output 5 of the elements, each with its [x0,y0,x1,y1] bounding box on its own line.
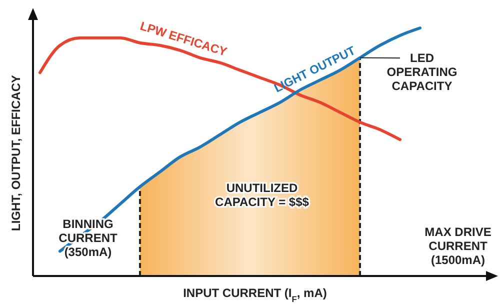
annotation: MAX DRIVE CURRENT (1500mA) [424,225,492,267]
annotation: UNUTILIZED CAPACITY = $$$ [215,181,310,209]
y-axis-title: LIGHT, OUTPUT, EFFICACY [9,75,23,231]
annotation: LED OPERATING CAPACITY [386,51,458,93]
x-axis-title: INPUT CURRENT (I$_{F}$, mA) [183,286,327,304]
